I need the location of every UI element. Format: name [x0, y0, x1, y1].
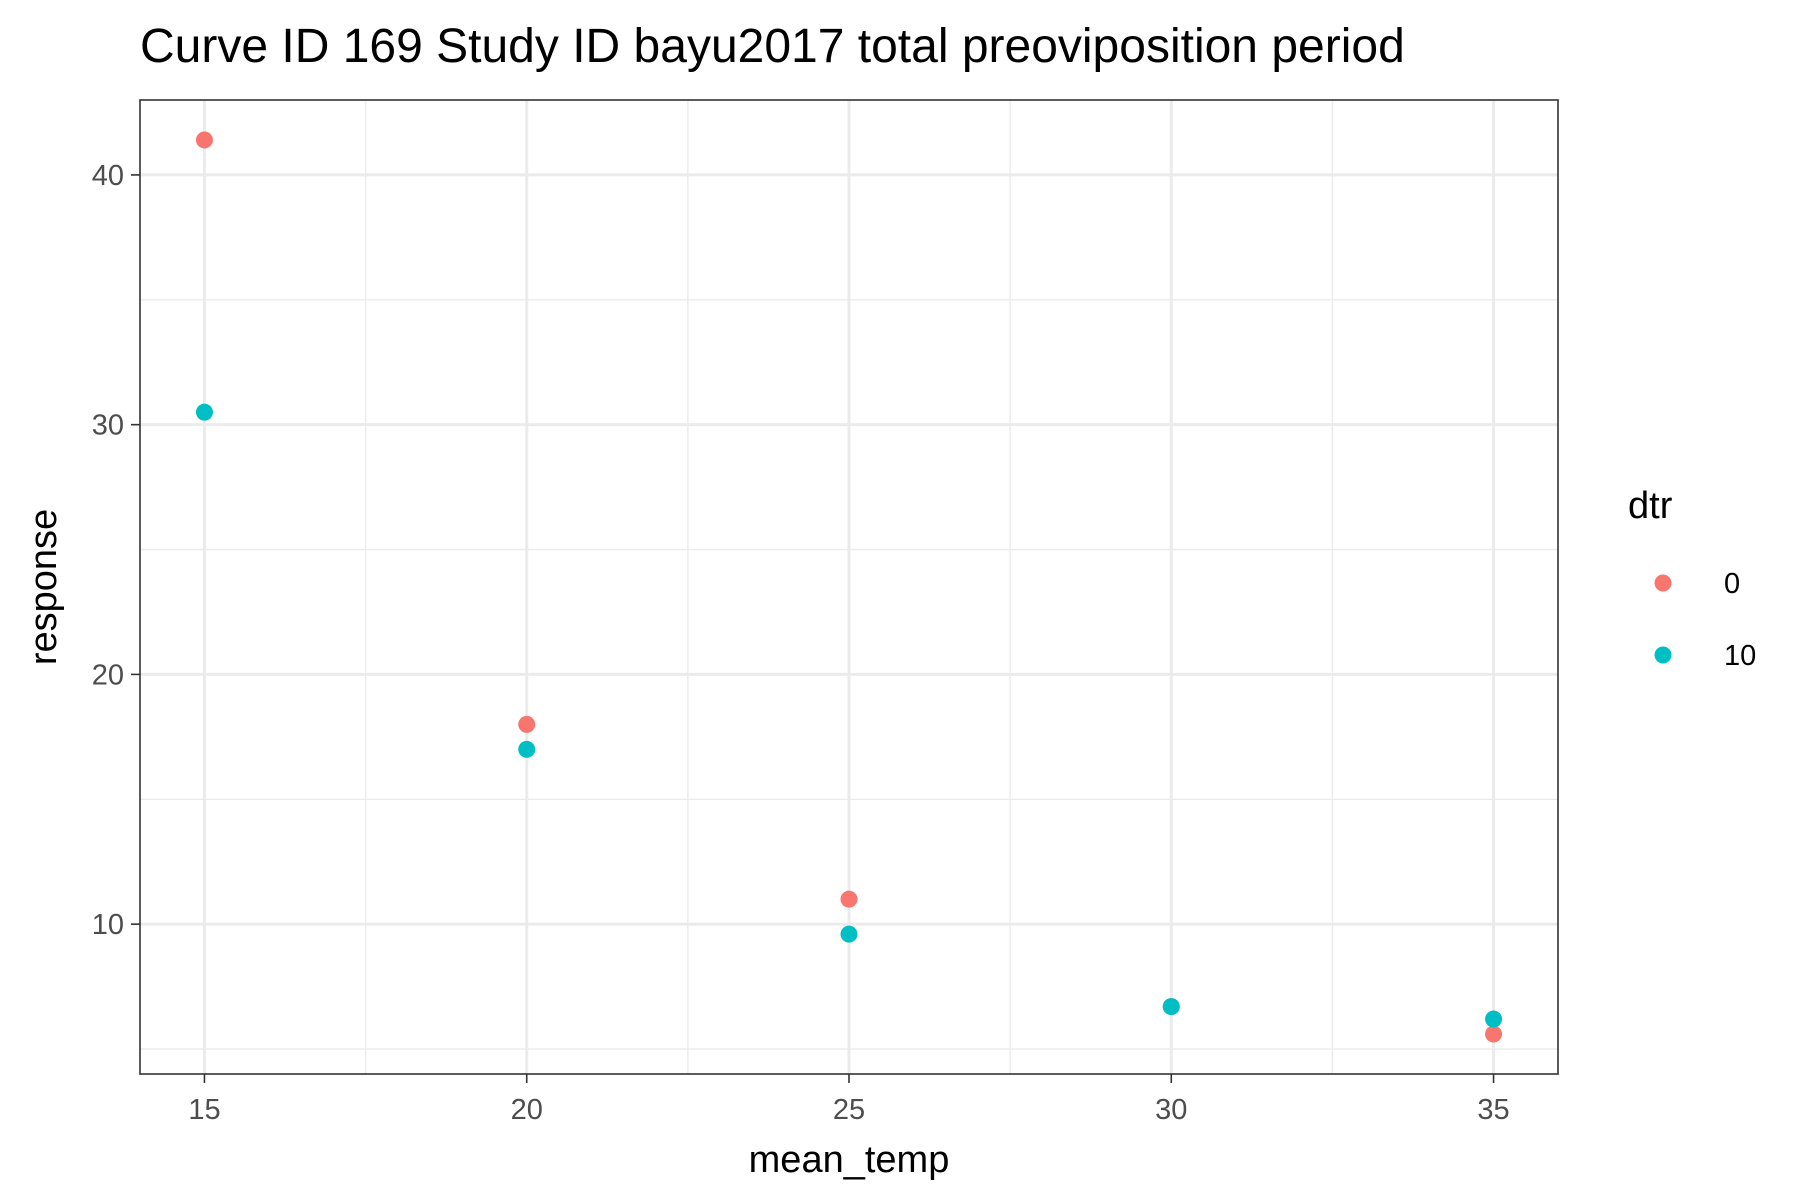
- x-axis: 15 20 25 30 35: [188, 1074, 1510, 1126]
- legend-label-dtr-10: 10: [1724, 640, 1756, 672]
- data-points: [195, 131, 1503, 1043]
- plot-area: [139, 99, 1559, 1075]
- legend-title: dtr: [1628, 485, 1673, 527]
- major-gridlines: [140, 100, 1558, 1074]
- legend-key-dtr-10: [1654, 646, 1672, 664]
- y-tick-label: 40: [92, 160, 124, 192]
- x-tick-label: 20: [511, 1094, 543, 1126]
- data-point-dtr-10: [840, 925, 858, 943]
- legend: dtr 0 10: [1628, 485, 1756, 672]
- x-tick-label: 35: [1477, 1094, 1509, 1126]
- data-point-dtr-0: [195, 131, 213, 149]
- data-point-dtr-10: [1485, 1010, 1503, 1028]
- legend-key-dtr-0: [1654, 574, 1672, 592]
- data-point-dtr-0: [518, 715, 536, 733]
- data-point-dtr-10: [1162, 998, 1180, 1016]
- y-axis: 10 20 30 40: [92, 160, 140, 941]
- data-point-dtr-10: [518, 740, 536, 758]
- data-point-dtr-10: [195, 403, 213, 421]
- x-tick-label: 30: [1155, 1094, 1187, 1126]
- data-point-dtr-0: [1485, 1025, 1503, 1043]
- legend-label-dtr-0: 0: [1724, 568, 1740, 600]
- chart-title: Curve ID 169 Study ID bayu2017 total pre…: [140, 20, 1405, 73]
- data-point-dtr-0: [840, 890, 858, 908]
- y-axis-title: response: [23, 509, 65, 665]
- legend-items: 0 10: [1654, 568, 1756, 672]
- y-tick-label: 30: [92, 410, 124, 442]
- y-tick-label: 20: [92, 659, 124, 691]
- x-tick-label: 25: [833, 1094, 865, 1126]
- x-tick-label: 15: [188, 1094, 220, 1126]
- y-tick-label: 10: [92, 909, 124, 941]
- x-axis-title: mean_temp: [749, 1139, 950, 1181]
